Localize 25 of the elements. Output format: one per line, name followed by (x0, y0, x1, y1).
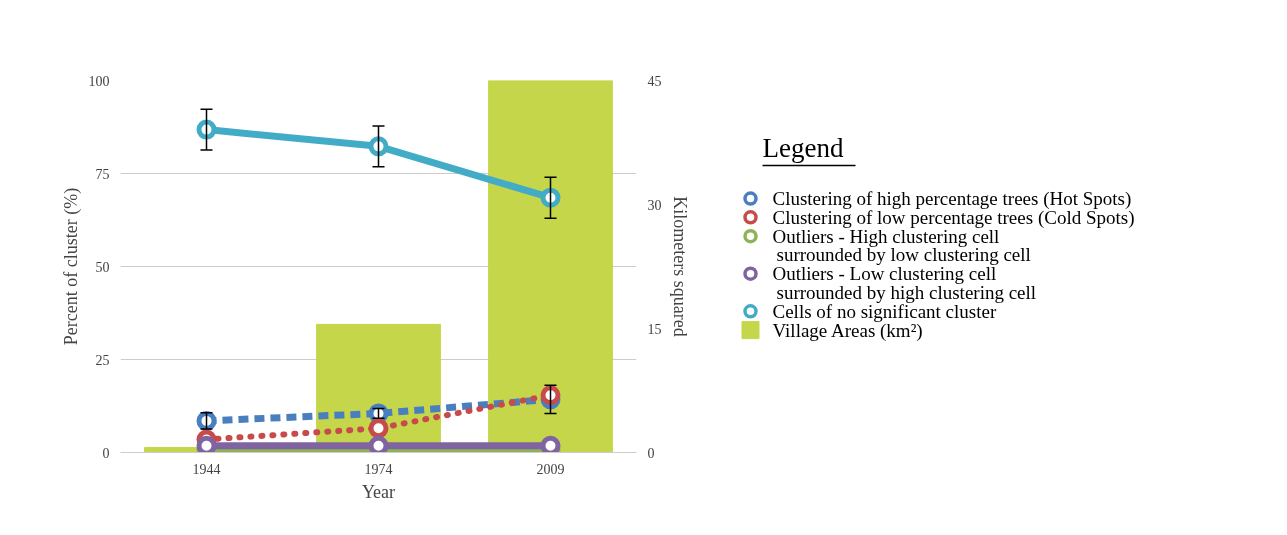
point (196, 435, 217, 453)
y-tick-label: 50 (95, 259, 110, 275)
y2-tick-label: 45 (647, 73, 662, 89)
y-tick-label: 25 (95, 352, 110, 368)
x-tick-label: 1974 (364, 461, 393, 477)
y2-tick-label: 30 (647, 197, 662, 213)
y-tick-label: 0 (102, 445, 110, 461)
y-axis-title: Percent of cluster (%) (60, 187, 82, 346)
point (368, 435, 389, 453)
bar (488, 80, 613, 453)
x-tick-label: 2009 (536, 461, 565, 477)
y2-tick-label: 0 (647, 445, 655, 461)
x-tick-label: 1944 (192, 461, 221, 477)
point (540, 435, 561, 453)
legend-title: Legend (762, 133, 844, 164)
y-tick-label: 75 (95, 166, 110, 182)
point (540, 187, 561, 208)
y2-axis-title: Kilometers squared (669, 196, 690, 337)
point (368, 136, 389, 157)
y2-tick-label: 15 (647, 321, 662, 337)
point (368, 418, 389, 439)
point (196, 119, 217, 140)
x-axis-title: Year (361, 481, 396, 502)
y-tick-label: 100 (88, 73, 110, 89)
legend-label: Clustering of high percentage trees (Hot Spots) (772, 188, 1132, 211)
